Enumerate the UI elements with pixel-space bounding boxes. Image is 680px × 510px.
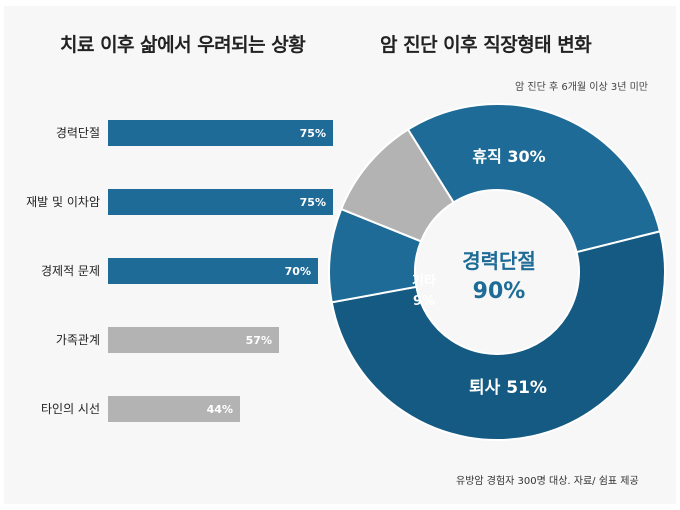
- bar-value-label-2: 70%: [285, 265, 311, 278]
- donut-chart-subtitle: 암 진단 후 6개월 이상 3년 미만: [515, 82, 648, 93]
- donut-center-label-1: 90%: [473, 279, 526, 304]
- bar-value-label-3: 57%: [246, 334, 272, 347]
- category-label-0: 경력단절: [56, 126, 100, 140]
- category-label-2: 경제적 문제: [41, 264, 100, 278]
- bar-0: [108, 120, 333, 146]
- donut-chart-title: 암 진단 이후 직장형태 변화: [380, 34, 592, 56]
- bar-value-label-4: 44%: [207, 403, 233, 416]
- source-footnote: 유방암 경험자 300명 대상. 자료/ 쉼표 제공: [456, 476, 639, 487]
- bar-2: [108, 258, 318, 284]
- bar-chart-title: 치료 이후 삶에서 우려되는 상황: [60, 34, 306, 56]
- donut-slice-0: [406, 103, 662, 254]
- bar-value-label-1: 75%: [300, 196, 326, 209]
- bar-value-label-0: 75%: [300, 127, 326, 140]
- donut-center-label-0: 경력단절: [462, 249, 536, 273]
- category-label-1: 재발 및 이차암: [26, 195, 100, 209]
- donut-slice-3: [339, 128, 455, 243]
- donut-slice-label-2-1: 9%: [413, 294, 435, 309]
- bar-1: [108, 189, 333, 215]
- category-label-3: 가족관계: [56, 333, 100, 347]
- donut-slice-label-0: 휴직 30%: [472, 147, 545, 166]
- donut-slice-1: [330, 230, 666, 441]
- bar-4: [108, 396, 240, 422]
- category-label-4: 타인의 시선: [41, 402, 100, 416]
- donut-slice-label-1: 퇴사 51%: [469, 378, 547, 398]
- donut-slice-label-2-0: 기타: [412, 273, 436, 289]
- bar-3: [108, 327, 279, 353]
